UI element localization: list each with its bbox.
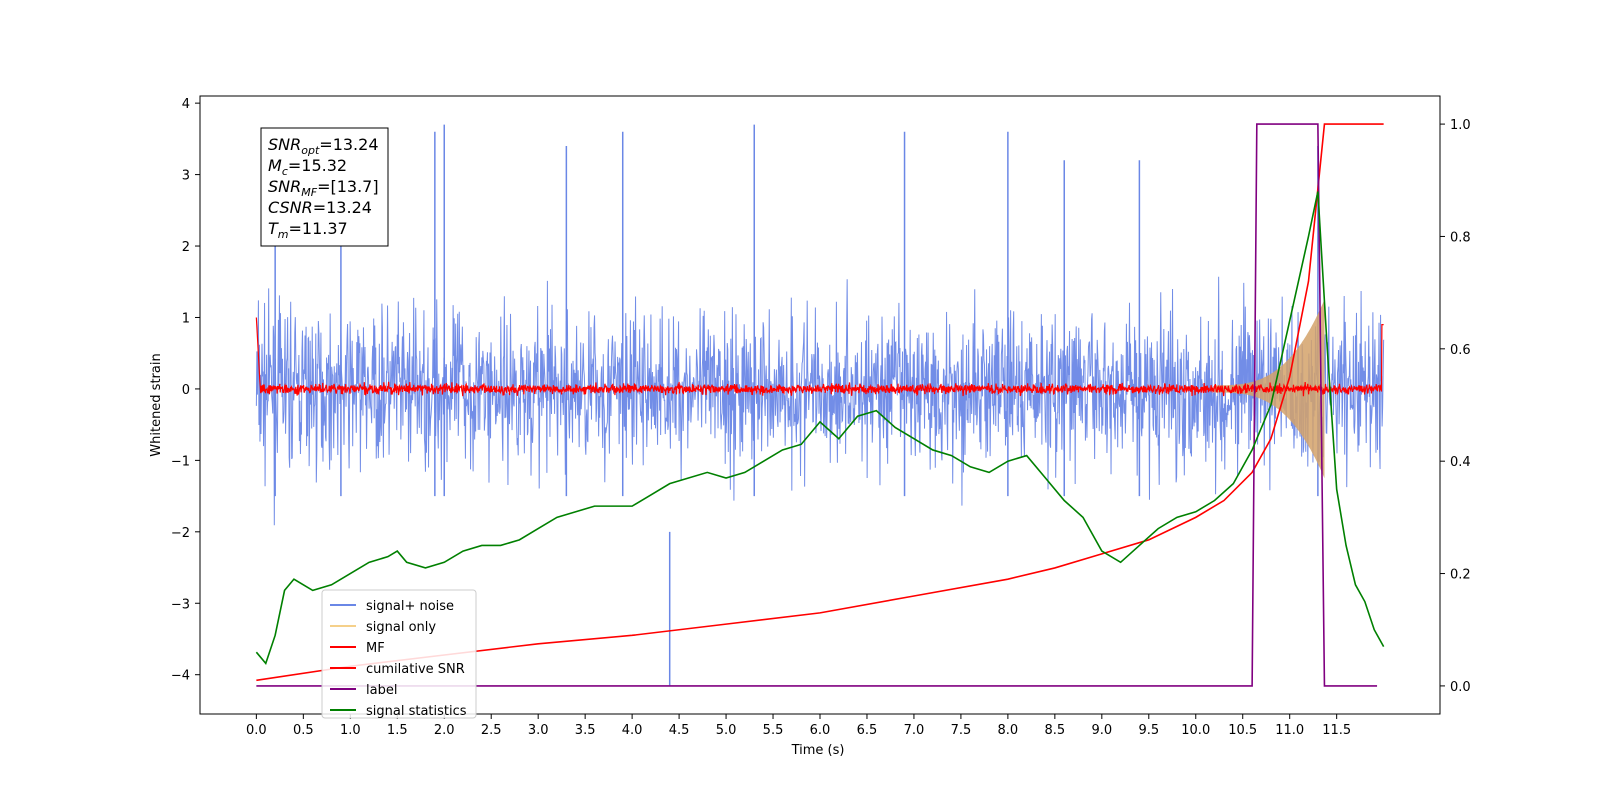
x-tick-label: 9.5 <box>1138 723 1159 738</box>
annotation-line: SNRMF=[13.7] <box>268 177 379 199</box>
y2-tick-label: 0.4 <box>1450 455 1471 470</box>
annotation-line: CSNR=13.24 <box>268 198 372 217</box>
legend-label: MF <box>366 641 385 656</box>
x-tick-label: 2.0 <box>434 723 455 738</box>
series-cumilative-snr <box>256 123 1384 682</box>
x-tick-label: 7.0 <box>904 723 925 738</box>
x-tick-label: 0.0 <box>246 723 267 738</box>
legend-label: cumilative SNR <box>366 662 465 677</box>
legend-label: signal+ noise <box>366 599 454 614</box>
x-tick-label: 4.0 <box>622 723 643 738</box>
y2-tick-label: 0.8 <box>1450 230 1471 245</box>
series-signal-noise <box>255 276 1385 526</box>
x-tick-label: 5.5 <box>763 723 784 738</box>
y-tick-label: 4 <box>182 97 190 112</box>
x-tick-label: 3.5 <box>575 723 596 738</box>
x-tick-label: 3.0 <box>528 723 549 738</box>
x-tick-label: 11.0 <box>1275 723 1304 738</box>
y-tick-label: 2 <box>182 240 190 255</box>
x-axis-label: Time (s) <box>791 743 845 758</box>
x-tick-label: 4.5 <box>669 723 690 738</box>
y-tick-label: −4 <box>171 669 190 684</box>
y-axis-label: Whitened strain <box>149 353 164 456</box>
annotation-line: SNRopt=13.24 <box>268 135 379 157</box>
x-tick-label: 6.5 <box>857 723 878 738</box>
legend-label: signal statistics <box>366 704 467 719</box>
series-mf <box>255 317 1384 397</box>
x-tick-label: 11.5 <box>1322 723 1351 738</box>
x-tick-label: 10.0 <box>1181 723 1210 738</box>
y-tick-label: −2 <box>171 526 190 541</box>
y2-tick-label: 1.0 <box>1450 118 1471 133</box>
legend-label: label <box>366 683 397 698</box>
y-tick-label: −1 <box>171 454 190 469</box>
x-tick-label: 5.0 <box>716 723 737 738</box>
x-tick-label: 1.5 <box>387 723 408 738</box>
y-tick-label: 3 <box>182 169 190 184</box>
series-label <box>256 123 1378 687</box>
y-tick-label: 1 <box>182 311 190 326</box>
y-tick-label: −3 <box>171 597 190 612</box>
x-tick-label: 2.5 <box>481 723 502 738</box>
axes: 0.0 0.5 1.0 1.5 2.0 2.5 3.0 3.5 4.0 4.5 5.0 5.5 6.0 6… <box>171 97 1471 738</box>
annotation-line: Mc=15.32 <box>268 156 347 178</box>
y2-tick-label: 0.6 <box>1450 343 1471 358</box>
y2-tick-label: 0.0 <box>1450 680 1471 695</box>
x-tick-label: 8.0 <box>998 723 1019 738</box>
x-tick-label: 6.0 <box>810 723 831 738</box>
x-tick-label: 10.5 <box>1228 723 1257 738</box>
plot-area <box>255 123 1385 687</box>
y-tick-label: 0 <box>182 383 190 398</box>
legend: signal+ noise signal only MF cumilative SNR… <box>321 589 477 719</box>
x-tick-label: 1.0 <box>340 723 361 738</box>
legend-label: signal only <box>366 620 436 635</box>
x-tick-label: 8.5 <box>1045 723 1066 738</box>
x-tick-label: 9.0 <box>1091 723 1112 738</box>
x-tick-label: 7.5 <box>951 723 972 738</box>
series-signal-statistics <box>255 191 1385 666</box>
y2-tick-label: 0.2 <box>1450 568 1471 583</box>
annotation-line: Tm=11.37 <box>268 219 348 241</box>
x-tick-label: 0.5 <box>293 723 314 738</box>
annotation-box: SNRopt=13.24Mc=15.32SNRMF=[13.7]CSNR=13.… <box>260 127 389 247</box>
